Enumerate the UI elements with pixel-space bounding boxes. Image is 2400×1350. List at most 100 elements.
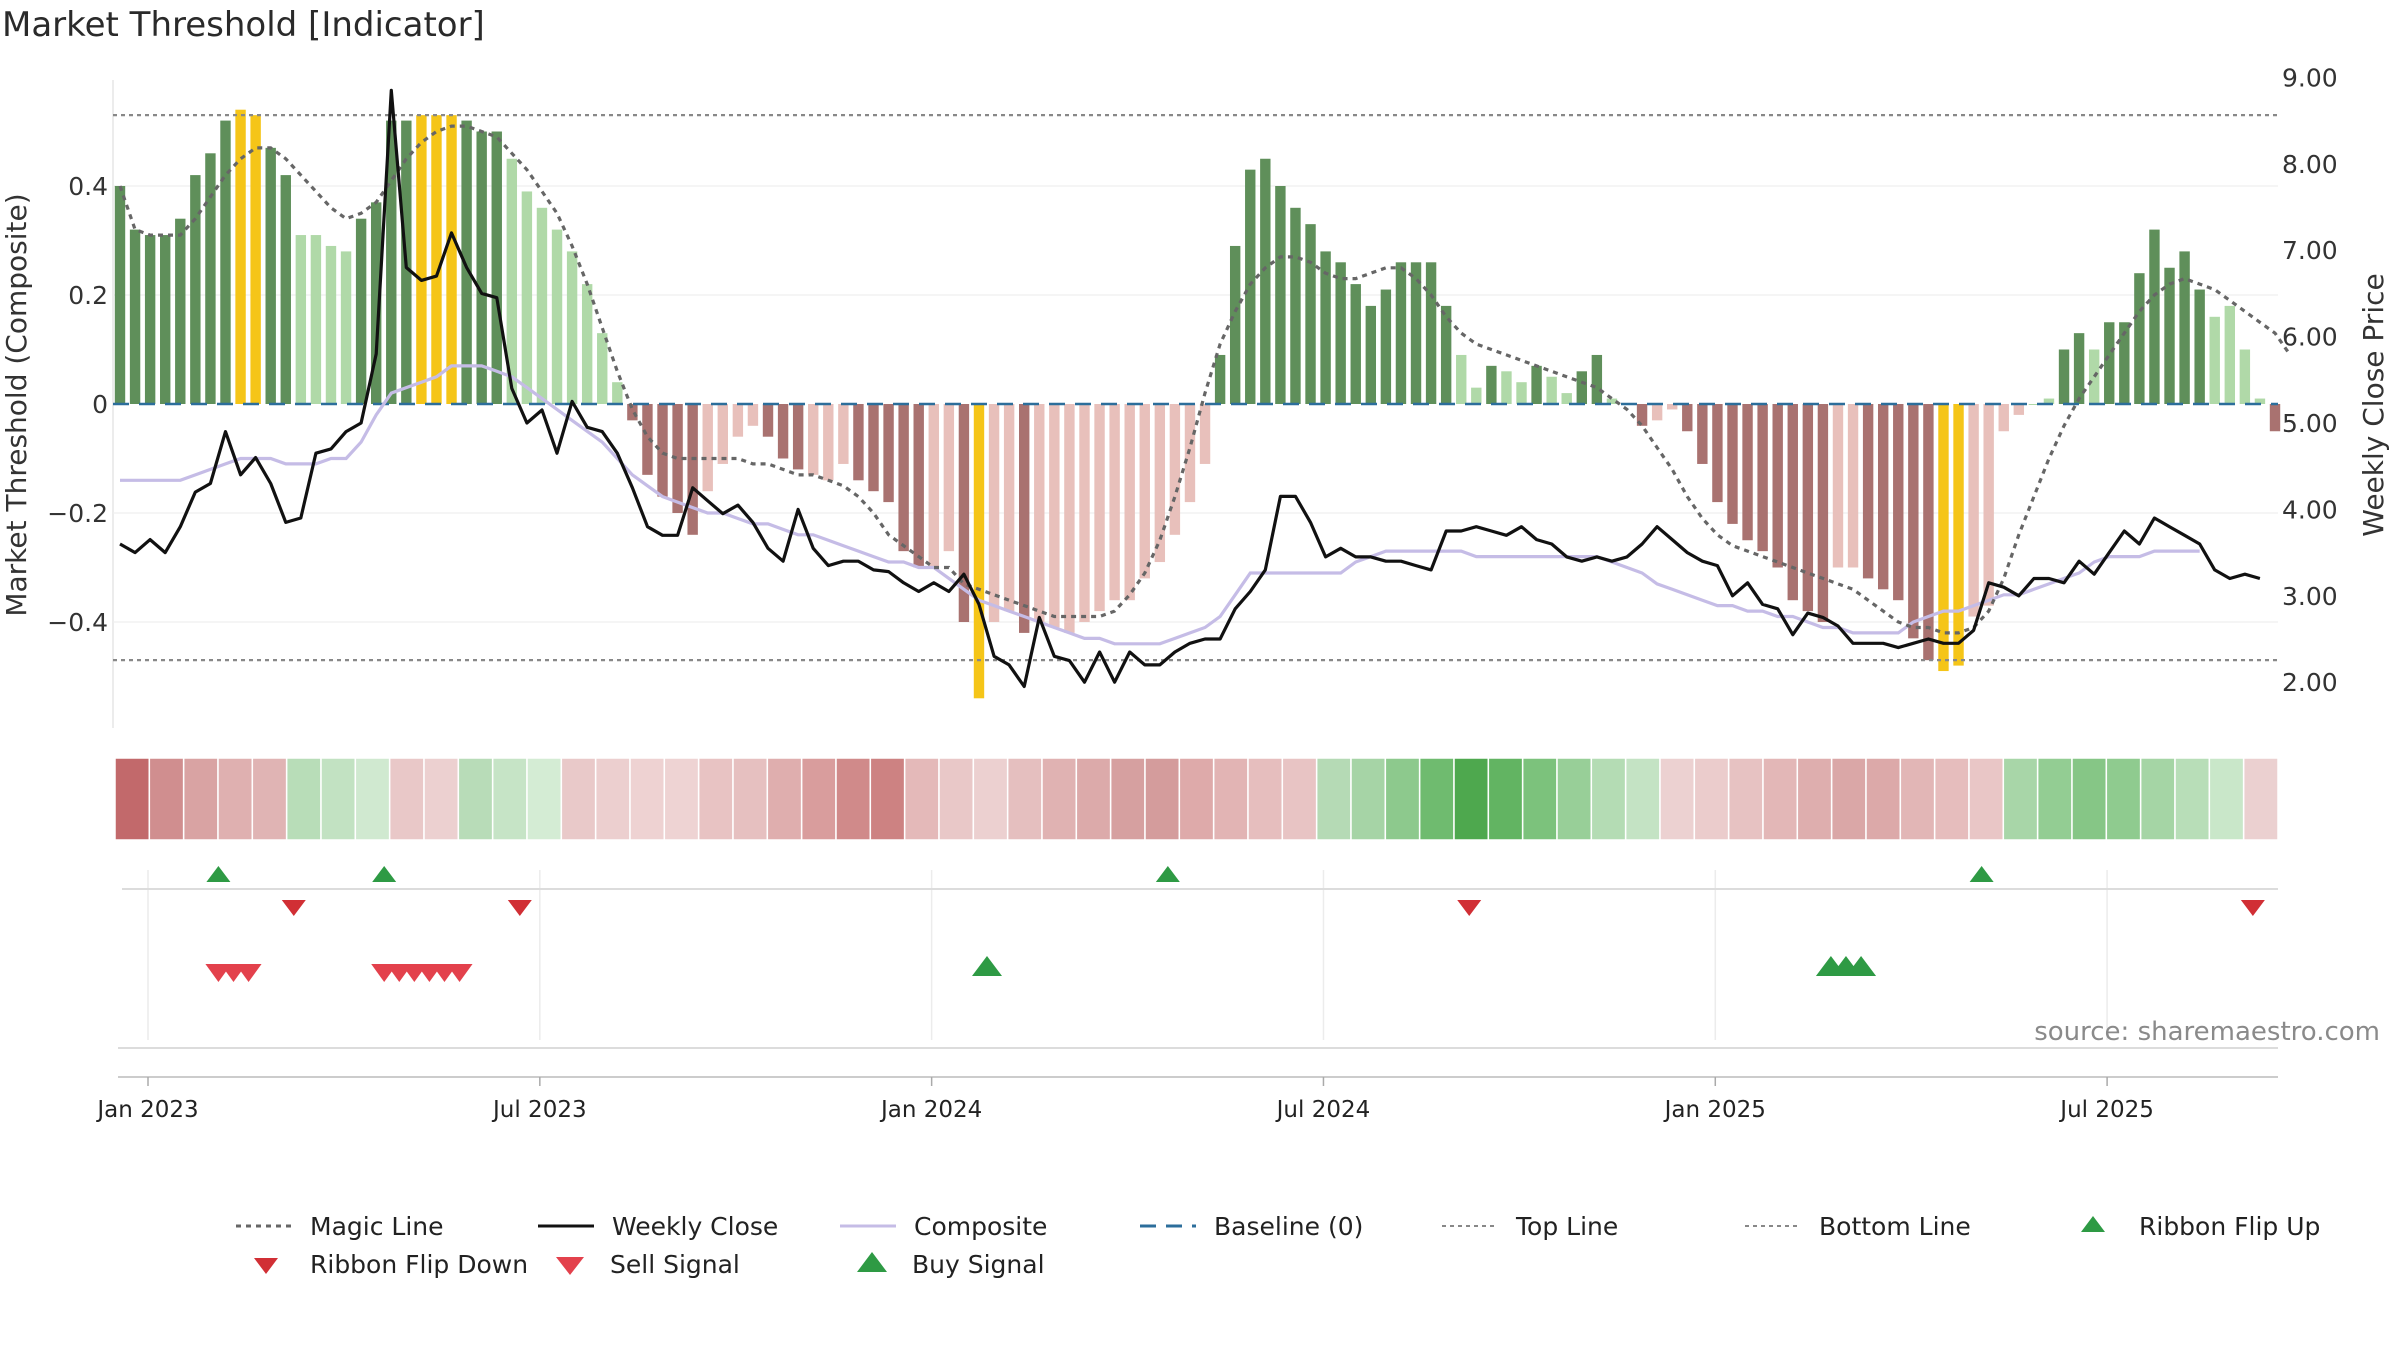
ribbon-cell xyxy=(2139,757,2176,841)
ribbon-cell xyxy=(1590,757,1627,841)
composite-bar xyxy=(1847,404,1859,568)
ribbon-cell xyxy=(354,757,391,841)
ribbon-cell xyxy=(1521,757,1558,841)
composite-bar xyxy=(310,235,322,404)
composite-bar xyxy=(1365,305,1377,404)
ribbon-cell xyxy=(697,757,734,841)
composite-bar xyxy=(2269,404,2281,432)
x-tick-label: Jan 2024 xyxy=(879,1097,982,1123)
y-tick-label: −0.2 xyxy=(47,499,108,528)
legend-item-buy: Buy Signal xyxy=(857,1250,1045,1279)
signal-panels: Jan 2023 Jul 2023 Jan 2024 Jul 2024 Jan 2025… xyxy=(95,866,2278,1123)
composite-bar xyxy=(1456,354,1467,404)
composite-bar xyxy=(416,115,427,405)
y2-tick-label: 2.00 xyxy=(2282,668,2338,697)
composite-bar xyxy=(1019,404,1030,633)
legend-label: Sell Signal xyxy=(610,1250,740,1279)
ribbon-cell xyxy=(1899,757,1936,841)
ribbon-flip-up-marker xyxy=(1969,866,1994,882)
ribbon-cell xyxy=(869,757,906,841)
composite-bar xyxy=(220,120,231,404)
signal-markers xyxy=(205,866,2265,982)
composite-bar xyxy=(883,404,894,503)
legend-label: Baseline (0) xyxy=(1214,1212,1363,1241)
composite-bar xyxy=(1094,404,1105,612)
composite-bar xyxy=(853,404,864,481)
composite-bar xyxy=(1546,376,1557,404)
composite-bar xyxy=(2073,333,2085,404)
legend-label: Bottom Line xyxy=(1819,1212,1971,1241)
composite-bar xyxy=(717,404,728,464)
ribbon-cell xyxy=(1109,757,1146,841)
sell-signal-marker xyxy=(446,964,473,982)
ribbon-cell xyxy=(1762,757,1799,841)
x-tick-label: Jul 2024 xyxy=(1275,1097,1371,1123)
ribbon-cell xyxy=(594,757,631,841)
ribbon-cell xyxy=(629,757,666,841)
composite-bar xyxy=(1245,169,1256,404)
composite-bar xyxy=(265,147,276,404)
ribbon-cell xyxy=(2002,757,2039,841)
composite-bar xyxy=(1908,404,1919,639)
ribbon-strip xyxy=(114,757,2279,841)
chart-title: Market Threshold [Indicator] xyxy=(2,5,485,45)
composite-bar xyxy=(295,235,307,404)
weekly-close-line xyxy=(119,88,2261,689)
ribbon-cell xyxy=(2242,757,2279,841)
composite-bar xyxy=(958,404,970,622)
ribbon-cell xyxy=(320,757,357,841)
ribbon-cell xyxy=(938,757,975,841)
composite-bar xyxy=(160,235,171,404)
composite-bar xyxy=(2209,316,2220,404)
composite-bar xyxy=(1320,251,1331,404)
ribbon-cell xyxy=(1968,757,2005,841)
ribbon-cell xyxy=(1212,757,1249,841)
ribbon-cell xyxy=(1659,757,1696,841)
legend-label: Magic Line xyxy=(310,1212,444,1241)
composite-bar xyxy=(506,158,518,404)
y2-tick-label: 3.00 xyxy=(2282,582,2338,611)
x-axis-ticks: Jan 2023 Jul 2023 Jan 2024 Jul 2024 Jan 2025… xyxy=(95,1077,2154,1123)
composite-bar xyxy=(250,115,261,405)
composite-bar xyxy=(1953,404,1964,666)
ribbon-cell xyxy=(1281,757,1318,841)
composite-bar xyxy=(2028,404,2040,405)
composite-bar xyxy=(1214,354,1226,404)
composite-bar xyxy=(2088,349,2100,404)
ribbon-cell xyxy=(2174,757,2211,841)
composite-bar xyxy=(2254,398,2266,404)
ribbon-cell xyxy=(251,757,288,841)
ribbon-cell xyxy=(2208,757,2245,841)
composite-bar xyxy=(2058,349,2070,404)
composite-bar xyxy=(370,202,382,404)
composite-bar xyxy=(657,404,668,497)
composite-bar xyxy=(2224,305,2235,404)
composite-bar xyxy=(190,175,201,404)
composite-bar xyxy=(491,131,502,404)
ribbon-cell xyxy=(491,757,528,841)
legend: Magic Line Weekly Close Composite Baseline … xyxy=(236,1212,2320,1279)
composite-bar xyxy=(1787,404,1798,601)
composite-bar xyxy=(325,245,337,404)
composite-bar xyxy=(1682,404,1693,432)
legend-item-close: Weekly Close xyxy=(538,1212,778,1241)
ribbon-cell xyxy=(560,757,597,841)
composite-bar xyxy=(1049,404,1060,628)
legend-label: Ribbon Flip Down xyxy=(310,1250,528,1279)
x-tick-label: Jul 2023 xyxy=(491,1097,587,1123)
series-lines xyxy=(118,88,2292,689)
composite-bar xyxy=(205,153,216,404)
legend-item-bottom: Bottom Line xyxy=(1745,1212,1971,1241)
composite-bar xyxy=(928,404,939,568)
ribbon-cell xyxy=(217,757,254,841)
composite-bar xyxy=(461,120,472,404)
composite-bar xyxy=(1697,404,1708,464)
composite-bar xyxy=(1199,404,1211,464)
composite-bar xyxy=(1893,404,1904,601)
composite-bar xyxy=(521,191,533,404)
composite-bar xyxy=(612,382,623,404)
composite-bar xyxy=(1169,404,1181,535)
magic-line xyxy=(118,124,2292,635)
composite-bar xyxy=(1003,404,1015,612)
composite-bar xyxy=(1486,365,1497,404)
